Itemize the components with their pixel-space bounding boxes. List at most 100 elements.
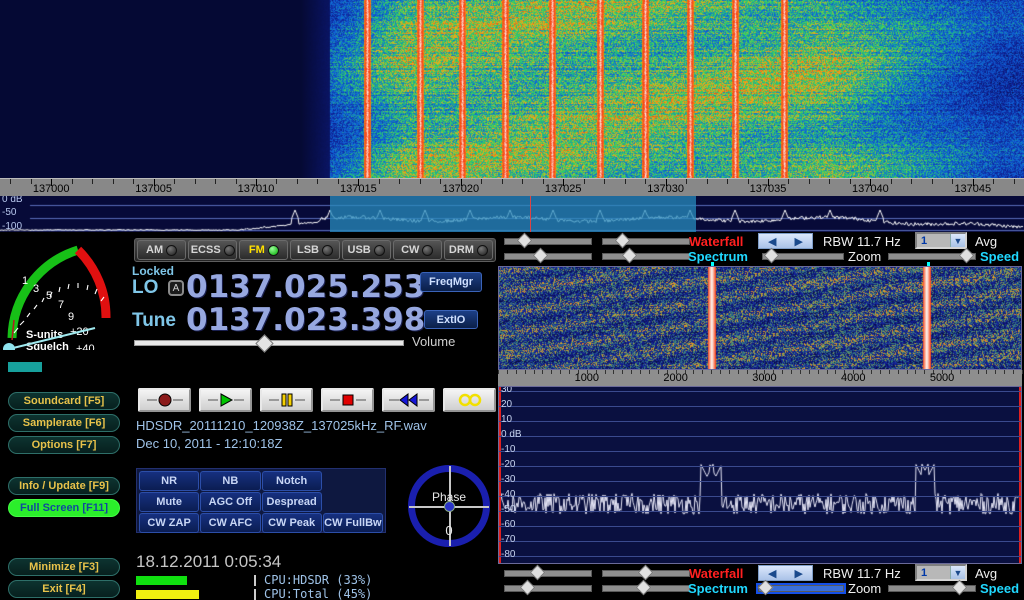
waterfall-toggle-label-bottom[interactable]: Waterfall — [689, 566, 744, 581]
wf-brightness-track[interactable] — [602, 238, 690, 245]
mode-button-cw[interactable]: CW — [392, 240, 442, 260]
main-spectrum-display[interactable]: 0 dB -50 -100 — [0, 196, 1024, 232]
scale-label: 137025 — [544, 183, 582, 195]
rewind-button[interactable] — [382, 388, 435, 412]
scale-tick — [686, 179, 688, 184]
dsp-button-notch[interactable]: Notch — [261, 471, 322, 491]
chevron-down-icon[interactable]: ▼ — [950, 566, 965, 579]
dsp-button-cw-zap[interactable]: CW ZAP — [139, 513, 200, 533]
waterfall-toggle-label-top[interactable]: Waterfall — [689, 234, 744, 249]
scale-label: 137040 — [852, 183, 889, 195]
wf-contrast-knob-bottom[interactable] — [529, 564, 546, 581]
sidebar-item-info-update[interactable]: Info / Update [F9] — [8, 477, 120, 495]
record-button[interactable] — [138, 388, 191, 412]
scale-label: 137015 — [340, 183, 377, 195]
spectrum-toggle-label-bottom[interactable]: Spectrum — [688, 581, 748, 596]
scale-tick — [317, 179, 319, 184]
mode-button-am[interactable]: AM — [137, 240, 187, 260]
rbw-stepper-bottom[interactable]: ◀ ▶ — [758, 565, 813, 581]
af-scale-tick — [897, 370, 899, 374]
lo-auto-badge[interactable]: A — [168, 280, 184, 296]
dsp-button-despread[interactable]: Despread — [261, 492, 322, 512]
sidebar-item-full-screen[interactable]: Full Screen [F11] — [8, 499, 120, 517]
rbw-stepper-top[interactable]: ◀ ▶ — [758, 233, 813, 249]
mode-button-lsb[interactable]: LSB — [290, 240, 340, 260]
dsp-button-cw-fullbw[interactable]: CW FullBw — [322, 513, 383, 533]
af-spectrum-chart[interactable]: 30 20 10 0 dB -10 -20 -30 -40 -50 -60 -70 -80 — [498, 386, 1022, 564]
chevron-right-icon[interactable]: ▶ — [794, 235, 803, 248]
af-scale-tick — [924, 370, 926, 374]
spectrum-toggle-label-top[interactable]: Spectrum — [688, 249, 748, 264]
speed-knob-top[interactable] — [958, 247, 975, 264]
freq-manager-button[interactable]: FreqMgr — [420, 272, 482, 292]
af-y-label: 10 — [501, 414, 513, 426]
sp-brightness-knob-bottom[interactable] — [635, 579, 652, 596]
frequency-scale[interactable]: 137000 137005 137010 137015 137020 137025 1370… — [0, 178, 1024, 196]
sidebar-item-options[interactable]: Options [F7] — [8, 436, 120, 454]
af-scale-tick — [888, 370, 890, 374]
zoom-knob-top[interactable] — [763, 247, 780, 264]
af-waterfall-display[interactable] — [498, 266, 1022, 370]
loop-button[interactable] — [443, 388, 496, 412]
dsp-button-cw-peak[interactable]: CW Peak — [261, 513, 322, 533]
avg-select-top[interactable]: 1 ▼ — [915, 232, 967, 249]
chevron-down-icon[interactable]: ▼ — [950, 234, 965, 247]
tune-frequency-value[interactable]: 0137.023.398 — [186, 302, 426, 338]
sidebar-item-minimize[interactable]: Minimize [F3] — [8, 558, 120, 576]
wf-brightness-knob[interactable] — [614, 232, 631, 249]
wf-contrast-track[interactable] — [504, 238, 592, 245]
scale-tick — [235, 179, 237, 184]
chevron-left-icon[interactable]: ◀ — [768, 235, 777, 248]
sidebar-item-soundcard[interactable]: Soundcard [F5] — [8, 392, 120, 410]
stop-button[interactable] — [321, 388, 374, 412]
scale-tick — [808, 179, 810, 184]
svg-text:5: 5 — [46, 290, 52, 302]
mode-button-usb[interactable]: USB — [341, 240, 391, 260]
lo-frequency-value[interactable]: 0137.025.253 — [186, 269, 426, 305]
squelch-level-bar[interactable] — [8, 362, 42, 372]
sp-brightness-track[interactable] — [602, 253, 690, 260]
scale-tick — [972, 179, 974, 186]
volume-slider[interactable] — [134, 334, 404, 353]
sp-contrast-track-bottom[interactable] — [504, 585, 592, 592]
mode-button-ecss[interactable]: ECSS — [188, 240, 238, 260]
scale-tick — [358, 179, 360, 186]
passband-overlay[interactable] — [329, 196, 697, 232]
zoom-track-top[interactable] — [762, 253, 844, 260]
sp-contrast-track[interactable] — [504, 253, 592, 260]
dsp-button-agc[interactable]: AGC Off — [200, 492, 261, 512]
main-waterfall-display[interactable] — [0, 0, 1024, 178]
af-frequency-scale[interactable]: 1000 2000 3000 4000 5000 — [498, 370, 1023, 386]
volume-knob[interactable] — [254, 334, 274, 353]
wf-contrast-track-bottom[interactable] — [504, 570, 592, 577]
sp-contrast-knob-bottom[interactable] — [519, 579, 536, 596]
mode-button-fm[interactable]: FM — [239, 240, 289, 260]
sp-contrast-knob[interactable] — [532, 247, 549, 264]
af-scale-tick — [684, 370, 686, 374]
wf-brightness-knob-bottom[interactable] — [637, 564, 654, 581]
sidebar-item-samplerate[interactable]: Samplerate [F6] — [8, 414, 120, 432]
wf-contrast-knob[interactable] — [516, 232, 533, 249]
speed-knob-bottom[interactable] — [951, 579, 968, 596]
mode-led-icon — [422, 244, 434, 256]
chevron-right-icon[interactable]: ▶ — [794, 567, 803, 580]
dsp-button-nb[interactable]: NB — [200, 471, 261, 491]
extio-button[interactable]: ExtIO — [424, 310, 478, 329]
pause-button[interactable] — [260, 388, 313, 412]
phase-dial[interactable]: Phase 0 — [408, 465, 490, 547]
mode-button-drm[interactable]: DRM — [443, 240, 493, 260]
sidebar-item-exit[interactable]: Exit [F4] — [8, 580, 120, 598]
play-button[interactable] — [199, 388, 252, 412]
af-scale-tick — [773, 370, 775, 374]
chevron-left-icon[interactable]: ◀ — [768, 567, 777, 580]
zoom-knob-bottom[interactable] — [757, 579, 774, 596]
dsp-button-cw-afc[interactable]: CW AFC — [200, 513, 261, 533]
scale-tick — [481, 179, 483, 184]
speed-track-top[interactable] — [888, 253, 976, 260]
dsp-button-mute[interactable]: Mute — [139, 492, 200, 512]
sp-brightness-knob[interactable] — [621, 247, 638, 264]
dsp-button-nr[interactable]: NR — [139, 471, 200, 491]
speed-track-bottom[interactable] — [888, 585, 976, 592]
avg-select-bottom[interactable]: 1 ▼ — [915, 564, 967, 581]
avg-value-bottom: 1 — [921, 566, 928, 579]
